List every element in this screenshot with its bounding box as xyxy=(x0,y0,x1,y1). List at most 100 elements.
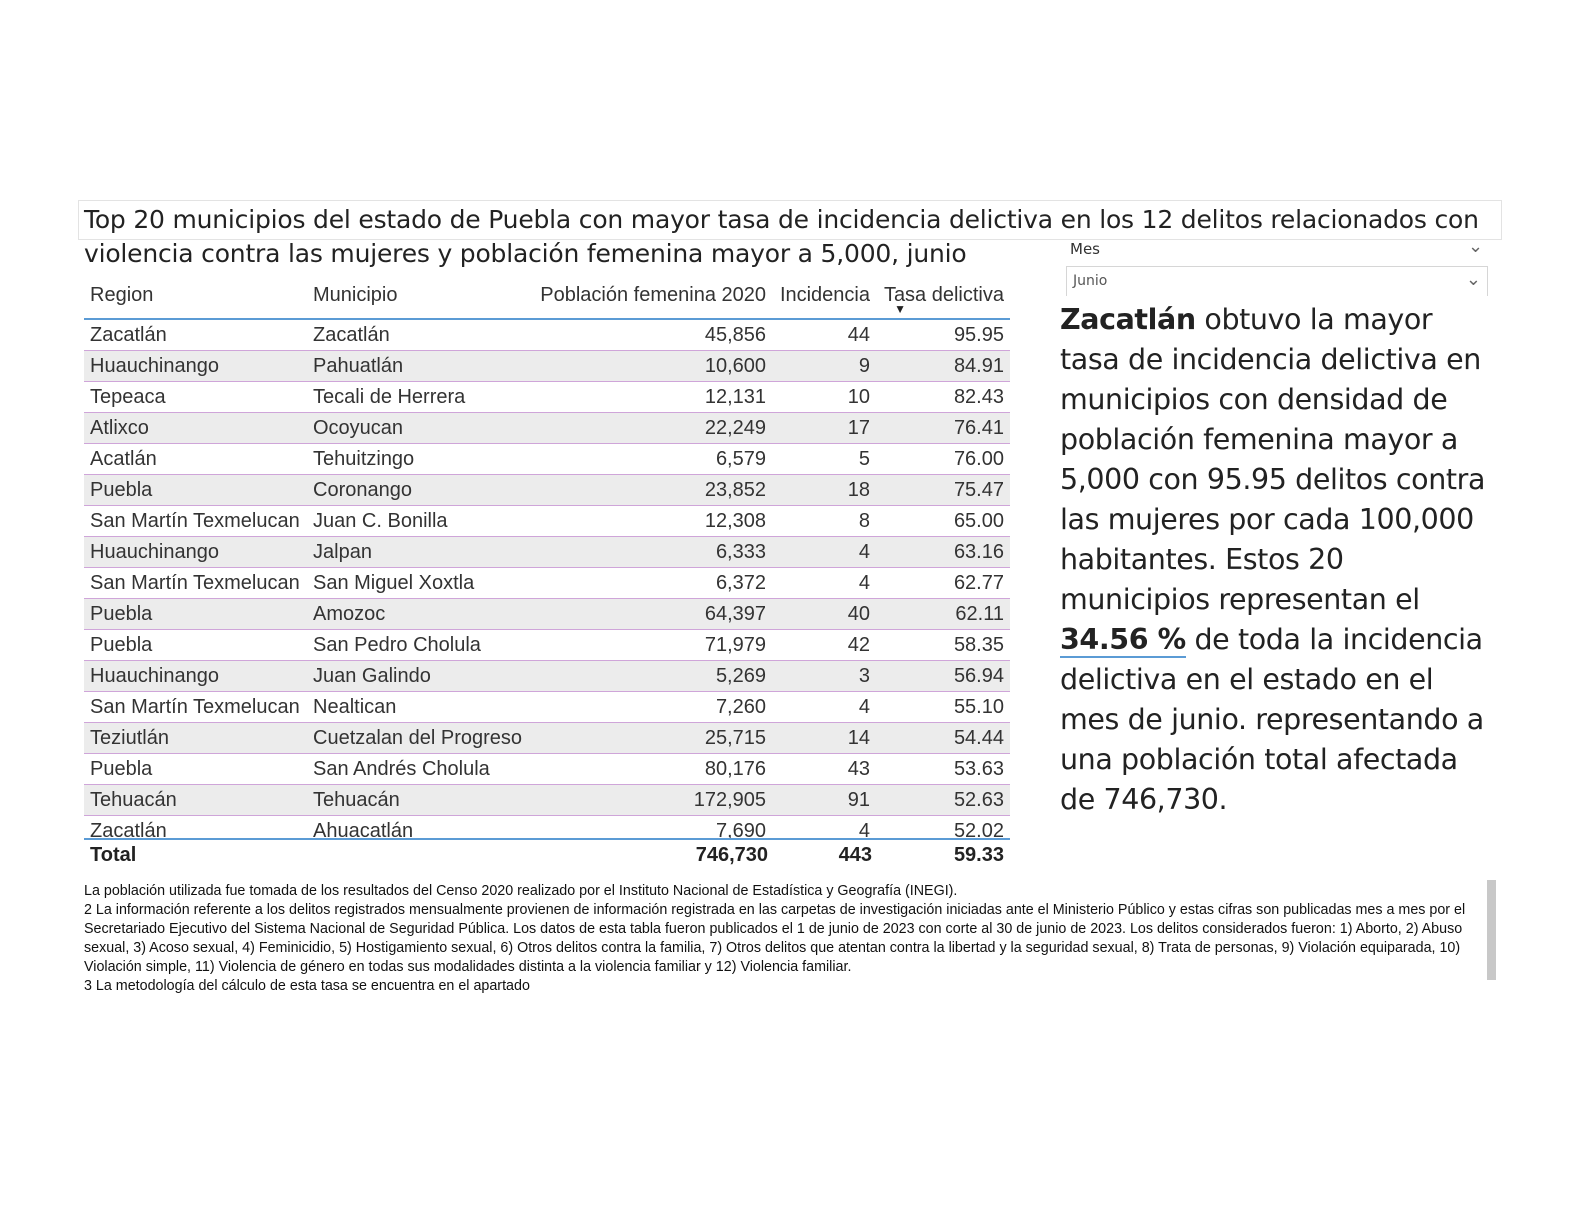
cell-incidencia: 3 xyxy=(772,660,876,692)
table-row: Puebla San Andrés Cholula 80,176 43 53.63 xyxy=(84,753,1010,785)
cell-municipio: Pahuatlán xyxy=(307,350,530,382)
total-label: Total xyxy=(90,844,137,866)
cell-incidencia: 4 xyxy=(772,536,876,568)
cell-poblacion: 6,579 xyxy=(530,443,772,475)
cell-tasa: 56.94 xyxy=(876,660,1010,692)
table-row: Puebla Amozoc 64,397 40 62.11 xyxy=(84,598,1010,630)
cell-incidencia: 18 xyxy=(772,474,876,506)
footnote-2: 2 La información referente a los delitos… xyxy=(84,902,1466,975)
sort-descending-icon[interactable]: ▼ xyxy=(894,302,906,316)
cell-incidencia: 42 xyxy=(772,629,876,661)
cell-incidencia: 14 xyxy=(772,722,876,754)
cell-region: Zacatlán xyxy=(84,815,307,840)
cell-municipio: San Miguel Xoxtla xyxy=(307,567,530,599)
cell-tasa: 63.16 xyxy=(876,536,1010,568)
cell-incidencia: 4 xyxy=(772,691,876,723)
data-table: Region Municipio Población femenina 2020… xyxy=(84,272,1010,840)
cell-region: Acatlán xyxy=(84,443,307,475)
total-incidencia: 443 xyxy=(838,844,872,866)
cell-tasa: 58.35 xyxy=(876,629,1010,661)
footnotes: La población utilizada fue tomada de los… xyxy=(84,882,1484,996)
column-header-municipio[interactable]: Municipio xyxy=(307,272,530,320)
table-row: Tepeaca Tecali de Herrera 12,131 10 82.43 xyxy=(84,381,1010,413)
slicer-selected-value: Junio xyxy=(1073,273,1108,289)
cell-tasa: 53.63 xyxy=(876,753,1010,785)
page-title: Top 20 municipios del estado de Puebla c… xyxy=(84,205,1479,268)
cell-poblacion: 12,131 xyxy=(530,381,772,413)
table-row: San Martín Texmelucan San Miguel Xoxtla 6,… xyxy=(84,567,1010,599)
column-header-tasa-label: Tasa delictiva xyxy=(883,283,1004,306)
table-row: Puebla Coronango 23,852 18 75.47 xyxy=(84,474,1010,506)
cell-poblacion: 7,260 xyxy=(530,691,772,723)
footnotes-scrollbar[interactable] xyxy=(1487,880,1496,980)
month-slicer-dropdown[interactable]: Junio ⌄ xyxy=(1066,266,1488,296)
cell-tasa: 55.10 xyxy=(876,691,1010,723)
cell-tasa: 82.43 xyxy=(876,381,1010,413)
cell-municipio: Juan Galindo xyxy=(307,660,530,692)
chevron-down-icon[interactable]: ⌄ xyxy=(1468,236,1484,257)
total-poblacion: 746,730 xyxy=(695,844,768,866)
cell-municipio: San Andrés Cholula xyxy=(307,753,530,785)
cell-municipio: Nealtican xyxy=(307,691,530,723)
cell-tasa: 95.95 xyxy=(876,319,1010,351)
cell-poblacion: 45,856 xyxy=(530,319,772,351)
cell-region: Huauchinango xyxy=(84,660,307,692)
cell-region: Puebla xyxy=(84,629,307,661)
table-row: Huauchinango Juan Galindo 5,269 3 56.94 xyxy=(84,660,1010,692)
narrative-text-1: obtuvo la mayor tasa de incidencia delic… xyxy=(1060,303,1486,616)
column-header-tasa[interactable]: Tasa delictiva ▼ xyxy=(876,272,1010,320)
cell-region: Zacatlán xyxy=(84,319,307,351)
cell-incidencia: 5 xyxy=(772,443,876,475)
total-tasa: 59.33 xyxy=(953,844,1004,866)
cell-tasa: 62.11 xyxy=(876,598,1010,630)
cell-incidencia: 8 xyxy=(772,505,876,537)
cell-incidencia: 17 xyxy=(772,412,876,444)
table-row: San Martín Texmelucan Nealtican 7,260 4 55.1… xyxy=(84,691,1010,723)
cell-tasa: 84.91 xyxy=(876,350,1010,382)
cell-region: San Martín Texmelucan xyxy=(84,691,307,723)
cell-incidencia: 91 xyxy=(772,784,876,816)
cell-tasa: 76.00 xyxy=(876,443,1010,475)
column-header-incidencia[interactable]: Incidencia xyxy=(772,272,876,320)
table-row: Huauchinango Pahuatlán 10,600 9 84.91 xyxy=(84,350,1010,382)
cell-poblacion: 6,333 xyxy=(530,536,772,568)
cell-region: San Martín Texmelucan xyxy=(84,567,307,599)
cell-municipio: Jalpan xyxy=(307,536,530,568)
cell-municipio: Amozoc xyxy=(307,598,530,630)
cell-tasa: 65.00 xyxy=(876,505,1010,537)
table-header-row: Region Municipio Población femenina 2020… xyxy=(84,272,1010,320)
total-row: Total 746,730 443 59.33 xyxy=(84,840,1010,872)
column-header-region[interactable]: Region xyxy=(84,272,307,320)
cell-region: Tepeaca xyxy=(84,381,307,413)
cell-poblacion: 80,176 xyxy=(530,753,772,785)
cell-incidencia: 4 xyxy=(772,567,876,599)
cell-region: Tehuacán xyxy=(84,784,307,816)
cell-tasa: 54.44 xyxy=(876,722,1010,754)
cell-region: Huauchinango xyxy=(84,350,307,382)
cell-incidencia: 44 xyxy=(772,319,876,351)
cell-municipio: Zacatlán xyxy=(307,319,530,351)
table-row: Zacatlán Ahuacatlán 7,690 4 52.02 xyxy=(84,815,1010,840)
cell-region: Huauchinango xyxy=(84,536,307,568)
cell-municipio: Juan C. Bonilla xyxy=(307,505,530,537)
cell-poblacion: 71,979 xyxy=(530,629,772,661)
slicer-label: Mes xyxy=(1070,240,1100,258)
table-divider xyxy=(84,838,1010,840)
cell-region: Puebla xyxy=(84,474,307,506)
chevron-down-icon[interactable]: ⌄ xyxy=(1465,269,1481,290)
column-header-poblacion[interactable]: Población femenina 2020 xyxy=(530,272,772,320)
cell-incidencia: 40 xyxy=(772,598,876,630)
cell-tasa: 75.47 xyxy=(876,474,1010,506)
cell-poblacion: 5,269 xyxy=(530,660,772,692)
table-row: Tehuacán Tehuacán 172,905 91 52.63 xyxy=(84,784,1010,816)
cell-municipio: Tehuitzingo xyxy=(307,443,530,475)
cell-poblacion: 25,715 xyxy=(530,722,772,754)
narrative-text-2: de toda la incidencia delictiva en el es… xyxy=(1060,623,1484,816)
cell-region: Puebla xyxy=(84,598,307,630)
cell-poblacion: 7,690 xyxy=(530,815,772,840)
narrative-highlight: Zacatlán xyxy=(1060,303,1196,336)
cell-tasa: 76.41 xyxy=(876,412,1010,444)
cell-tasa: 52.02 xyxy=(876,815,1010,840)
table-row: Huauchinango Jalpan 6,333 4 63.16 xyxy=(84,536,1010,568)
cell-region: Atlixco xyxy=(84,412,307,444)
